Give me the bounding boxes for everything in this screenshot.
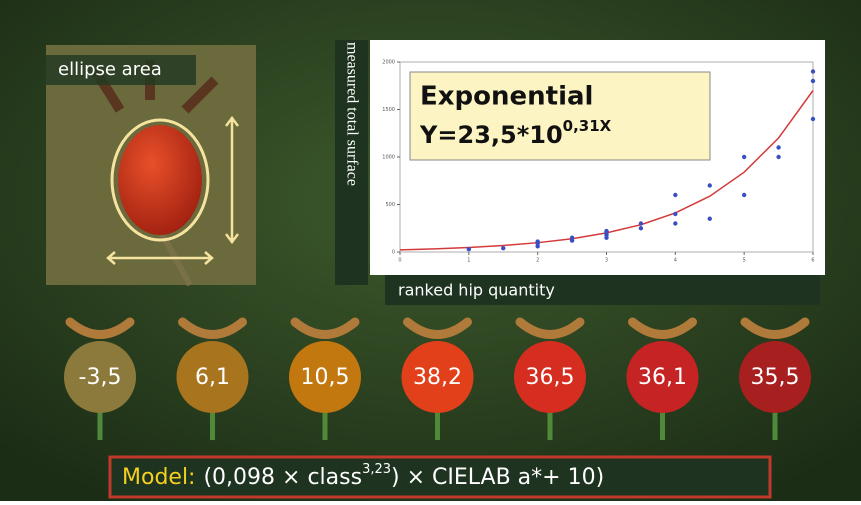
x-tick-label: 5: [743, 258, 746, 264]
point: [604, 228, 609, 234]
point: [638, 226, 644, 231]
point: [638, 221, 644, 226]
model-text: (0,098 × class: [203, 465, 362, 490]
x-tick-label: 2: [536, 258, 539, 264]
sepals: [178, 317, 247, 339]
y-tick-label: 1500: [382, 107, 395, 113]
y-axis-label: measured total surface: [343, 42, 360, 186]
sepals: [515, 317, 585, 339]
point: [673, 192, 678, 198]
hip-value: 10,5: [301, 365, 350, 390]
equation: Y=23,5*10: [419, 121, 563, 149]
y-tick-label: 0: [392, 250, 395, 256]
x-label-box: [385, 275, 820, 305]
x-tick-label: 0: [398, 258, 401, 264]
point: [776, 145, 781, 150]
x-tick-label: 6: [811, 258, 814, 264]
point: [810, 78, 816, 84]
model-sup: 3,23: [362, 462, 391, 477]
point: [810, 116, 816, 122]
x-tick-label: 4: [674, 258, 677, 264]
point: [569, 235, 575, 240]
hip: [64, 341, 136, 413]
point: [535, 239, 540, 244]
hip-value: 38,2: [413, 365, 462, 390]
point: [741, 192, 747, 198]
x-tick-label: 1: [467, 258, 470, 264]
point: [466, 246, 472, 252]
x-tick-label: 3: [605, 258, 608, 264]
hip-value: 36,1: [638, 365, 687, 390]
point: [673, 221, 678, 226]
y-tick-label: 2000: [382, 60, 395, 66]
hip-value: 35,5: [751, 365, 800, 390]
hip-value: 6,1: [195, 365, 230, 390]
point: [776, 154, 781, 160]
model-box: [108, 455, 772, 499]
y-label-box: [335, 40, 368, 285]
sepals: [65, 317, 135, 339]
sepals: [628, 317, 697, 339]
photo: ellipse area: [46, 45, 256, 287]
point: [707, 216, 712, 221]
hip-value: 36,5: [526, 365, 575, 390]
hip-value: -3,5: [79, 365, 122, 390]
y-tick-label: 1000: [382, 155, 395, 161]
y-tick-label: 500: [385, 202, 395, 208]
sepals: [403, 317, 472, 339]
sepals: [290, 317, 360, 339]
hip: [739, 341, 811, 413]
model-formula: Model: (0,098 × class3,23) × CIELAB a*+ 1…: [122, 462, 604, 491]
photo-label: ellipse area: [58, 59, 162, 80]
model-label: Model:: [122, 465, 195, 490]
model-rest: ) × CIELAB a*+ 10): [391, 465, 604, 490]
hip: [176, 341, 249, 413]
formula-equation: Y=23,5*100,31X: [419, 117, 612, 150]
point: [501, 246, 506, 251]
hip: [289, 341, 361, 413]
formula-title: Exponential: [420, 82, 593, 112]
point: [673, 211, 678, 217]
formula-box: [409, 71, 711, 161]
hip: [626, 341, 699, 413]
sepals: [740, 317, 810, 339]
point: [741, 154, 747, 160]
exponent: 0,31X: [563, 117, 612, 135]
point: [707, 183, 712, 188]
hip: [514, 341, 586, 413]
hip: [401, 341, 474, 413]
point: [810, 69, 816, 74]
x-axis-label: ranked hip quantity: [398, 281, 555, 300]
